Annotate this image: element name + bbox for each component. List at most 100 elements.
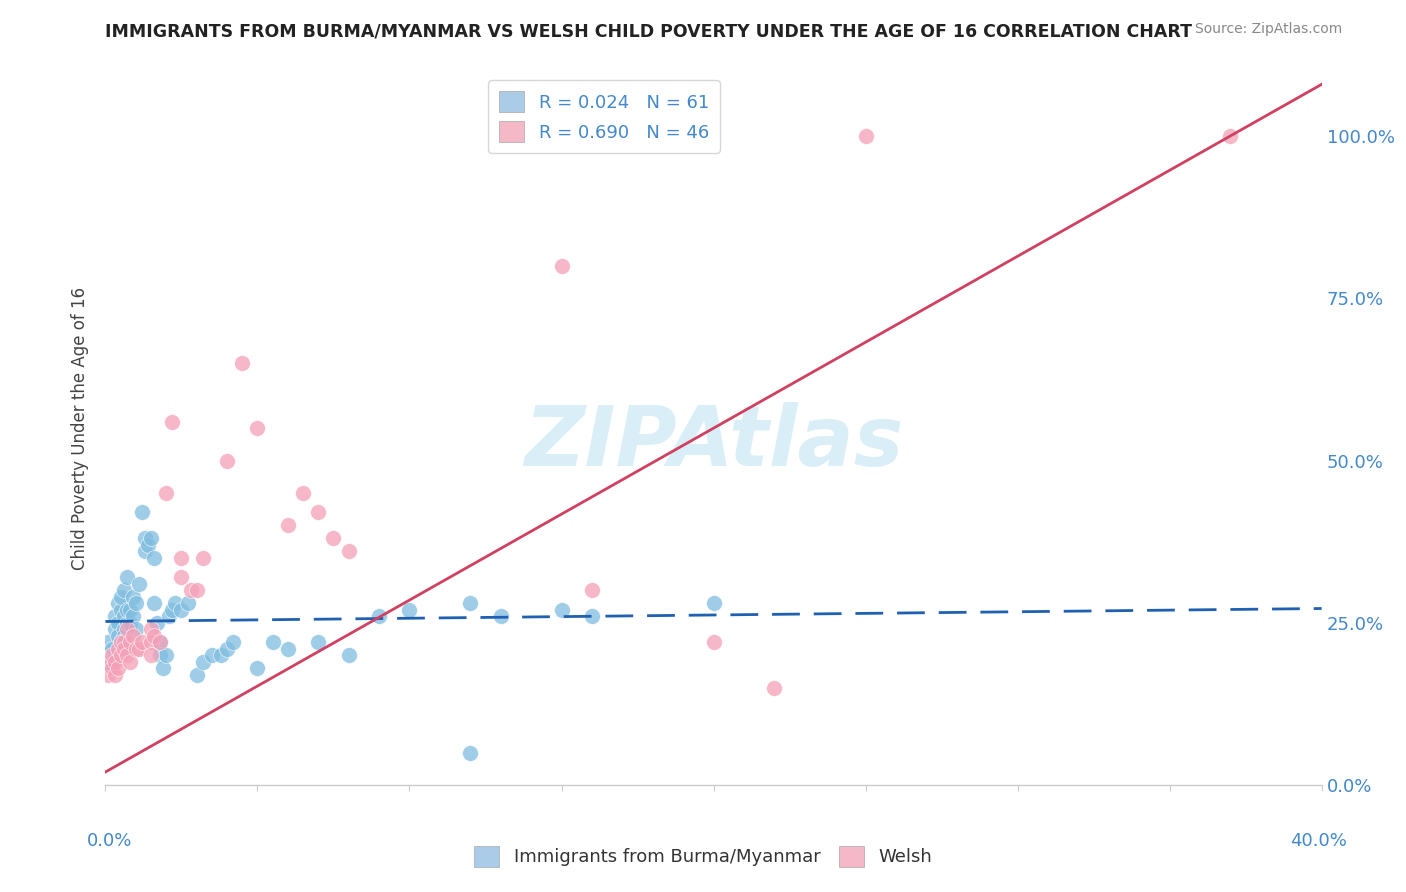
Point bbox=[262, 635, 284, 649]
Point bbox=[292, 486, 315, 500]
Point bbox=[217, 453, 239, 467]
Point bbox=[550, 259, 572, 273]
Point bbox=[110, 603, 132, 617]
Point bbox=[146, 615, 169, 630]
Point bbox=[458, 746, 481, 760]
Text: IMMIGRANTS FROM BURMA/MYANMAR VS WELSH CHILD POVERTY UNDER THE AGE OF 16 CORRELA: IMMIGRANTS FROM BURMA/MYANMAR VS WELSH C… bbox=[105, 22, 1192, 40]
Point bbox=[107, 596, 129, 610]
Point bbox=[550, 603, 572, 617]
Point bbox=[191, 655, 214, 669]
Point bbox=[231, 356, 253, 370]
Point bbox=[131, 635, 153, 649]
Text: 40.0%: 40.0% bbox=[1291, 832, 1347, 850]
Point bbox=[307, 506, 329, 520]
Point bbox=[100, 648, 122, 663]
Point bbox=[107, 641, 129, 656]
Point bbox=[112, 609, 135, 624]
Point bbox=[125, 596, 148, 610]
Point bbox=[149, 648, 172, 663]
Point bbox=[100, 661, 122, 675]
Point bbox=[322, 532, 344, 546]
Point bbox=[115, 603, 138, 617]
Point bbox=[157, 609, 180, 624]
Point bbox=[100, 655, 122, 669]
Point bbox=[139, 648, 162, 663]
Point bbox=[121, 609, 143, 624]
Point bbox=[136, 538, 159, 552]
Point bbox=[118, 615, 141, 630]
Point bbox=[763, 681, 786, 695]
Point bbox=[165, 596, 187, 610]
Point bbox=[115, 622, 138, 636]
Point bbox=[143, 550, 166, 565]
Point bbox=[97, 635, 120, 649]
Point bbox=[209, 648, 232, 663]
Point bbox=[112, 635, 135, 649]
Point bbox=[458, 596, 481, 610]
Point bbox=[134, 532, 156, 546]
Point bbox=[149, 635, 172, 649]
Point bbox=[131, 506, 153, 520]
Point bbox=[118, 635, 141, 649]
Point bbox=[368, 609, 391, 624]
Point bbox=[201, 648, 224, 663]
Point bbox=[180, 583, 202, 598]
Point bbox=[702, 635, 725, 649]
Point bbox=[155, 648, 177, 663]
Point bbox=[277, 641, 299, 656]
Point bbox=[702, 596, 725, 610]
Point bbox=[170, 603, 193, 617]
Point bbox=[115, 570, 138, 584]
Point bbox=[115, 648, 138, 663]
Point bbox=[222, 635, 245, 649]
Point bbox=[176, 596, 198, 610]
Point bbox=[170, 570, 193, 584]
Point bbox=[110, 635, 132, 649]
Point bbox=[107, 629, 129, 643]
Point bbox=[149, 635, 172, 649]
Point bbox=[1219, 129, 1241, 144]
Point bbox=[246, 421, 269, 435]
Point bbox=[97, 667, 120, 681]
Point bbox=[134, 544, 156, 558]
Legend: Immigrants from Burma/Myanmar, Welsh: Immigrants from Burma/Myanmar, Welsh bbox=[467, 838, 939, 874]
Point bbox=[107, 661, 129, 675]
Point bbox=[97, 655, 120, 669]
Point bbox=[143, 596, 166, 610]
Point bbox=[110, 635, 132, 649]
Point bbox=[110, 590, 132, 604]
Point bbox=[128, 641, 150, 656]
Point bbox=[155, 486, 177, 500]
Point bbox=[139, 635, 162, 649]
Point bbox=[581, 609, 603, 624]
Point bbox=[128, 577, 150, 591]
Point bbox=[143, 629, 166, 643]
Point bbox=[115, 615, 138, 630]
Point bbox=[489, 609, 512, 624]
Point bbox=[277, 518, 299, 533]
Point bbox=[103, 667, 125, 681]
Point bbox=[112, 622, 135, 636]
Point bbox=[103, 609, 125, 624]
Point bbox=[112, 583, 135, 598]
Text: Source: ZipAtlas.com: Source: ZipAtlas.com bbox=[1195, 22, 1343, 37]
Point bbox=[112, 629, 135, 643]
Point bbox=[139, 622, 162, 636]
Point bbox=[103, 622, 125, 636]
Point bbox=[121, 629, 143, 643]
Text: 0.0%: 0.0% bbox=[87, 832, 132, 850]
Point bbox=[162, 415, 184, 429]
Point bbox=[337, 648, 360, 663]
Point bbox=[121, 590, 143, 604]
Point bbox=[855, 129, 877, 144]
Point bbox=[191, 550, 214, 565]
Point bbox=[186, 583, 208, 598]
Point bbox=[186, 667, 208, 681]
Point bbox=[125, 622, 148, 636]
Text: ZIPAtlas: ZIPAtlas bbox=[524, 402, 903, 483]
Point bbox=[112, 641, 135, 656]
Legend: R = 0.024   N = 61, R = 0.690   N = 46: R = 0.024 N = 61, R = 0.690 N = 46 bbox=[488, 80, 720, 153]
Point bbox=[337, 544, 360, 558]
Point bbox=[110, 648, 132, 663]
Point bbox=[217, 641, 239, 656]
